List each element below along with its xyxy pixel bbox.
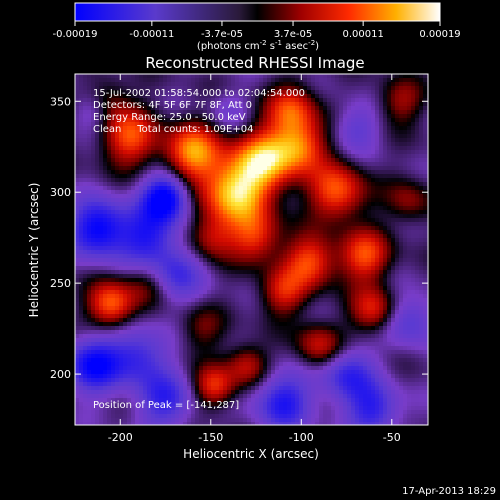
- annotations: 15-Jul-2002 01:58:54.000 to 02:04:54.000…: [93, 88, 305, 411]
- colorbar-tick-label: -3.7e-05: [201, 29, 243, 40]
- heatmap-image: [75, 74, 428, 425]
- y-axis-label: Heliocentric Y (arcsec): [27, 183, 41, 318]
- annotation-time: 15-Jul-2002 01:58:54.000 to 02:04:54.000: [93, 88, 305, 99]
- colorbar-ticks: -0.00019 -0.00011 -3.7e-05 3.7e-05 0.00011 0.…: [53, 21, 461, 40]
- colorbar-tick-label: 3.7e-05: [274, 29, 312, 40]
- chart-title: Reconstructed RHESSI Image: [145, 54, 364, 72]
- x-axis-label: Heliocentric X (arcsec): [183, 447, 319, 461]
- colorbar-tick-label: 0.00011: [342, 29, 383, 40]
- y-tick-label: 350: [50, 95, 71, 108]
- annotation-detectors: Detectors: 4F 5F 6F 7F 8F, Att 0: [93, 100, 252, 111]
- colorbar-gradient: [74, 2, 441, 22]
- annotation-energy: Energy Range: 25.0 - 50.0 keV: [93, 112, 246, 123]
- x-tick-label: -200: [108, 431, 133, 444]
- annotation-peak-position: Position of Peak = [-141,287]: [93, 400, 239, 411]
- annotation-counts: Clean Total counts: 1.09E+04: [93, 124, 253, 135]
- x-axis: -200 -150 -100 -50: [108, 74, 401, 444]
- colorbar-tick-label: -0.00011: [129, 29, 174, 40]
- colorbar-tick-label: -0.00019: [53, 29, 98, 40]
- colorbar-unit: (photons cm-2 s-1 asec-2): [197, 39, 319, 52]
- x-tick-label: -150: [198, 431, 223, 444]
- colorbar-tick-label: 0.00019: [419, 29, 460, 40]
- y-tick-label: 300: [50, 186, 71, 199]
- y-axis: 200 250 300 350: [50, 95, 428, 381]
- colorbar: -0.00019 -0.00011 -3.7e-05 3.7e-05 0.00011 0.…: [53, 2, 461, 52]
- footer-timestamp: 17-Apr-2013 18:29: [402, 486, 496, 497]
- plot-frame: [74, 73, 429, 426]
- x-tick-label: -100: [289, 431, 314, 444]
- y-tick-label: 200: [50, 368, 71, 381]
- y-tick-label: 250: [50, 277, 71, 290]
- x-tick-label: -50: [383, 431, 401, 444]
